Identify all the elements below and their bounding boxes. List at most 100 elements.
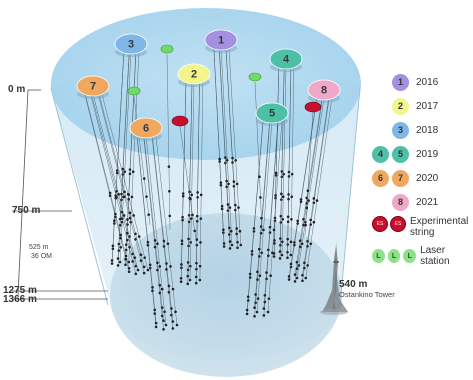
optical-module [153, 239, 157, 242]
optical-module [199, 193, 203, 197]
experimental-string-marker [304, 101, 322, 113]
optical-module [124, 243, 128, 246]
optical-module [297, 264, 301, 267]
optical-module [181, 215, 184, 219]
optical-module [289, 240, 293, 244]
optical-module [304, 223, 307, 227]
optical-module [114, 212, 117, 216]
string-anchor [286, 256, 289, 260]
string-anchor [239, 243, 243, 247]
string-anchor [136, 268, 140, 272]
optical-module [266, 254, 270, 257]
optical-module [119, 233, 122, 237]
laser-station-marker [160, 44, 174, 54]
optical-module [218, 157, 221, 161]
optical-module [279, 214, 283, 218]
legend-laser-dot-3: L [403, 249, 417, 263]
optical-module [265, 277, 268, 281]
cluster-1-marker: 1 [204, 29, 238, 53]
string-anchor [255, 310, 259, 314]
optical-module [123, 170, 127, 173]
optical-module [180, 239, 184, 243]
optical-module [125, 238, 129, 242]
optical-module [250, 249, 254, 253]
string-anchor [222, 245, 226, 248]
optical-module [295, 260, 299, 264]
cluster-3-marker: 3 [114, 33, 148, 57]
optical-module [148, 263, 152, 267]
string-anchor [127, 266, 131, 270]
optical-module [272, 228, 276, 232]
optical-module [282, 172, 286, 176]
optical-module [142, 177, 146, 180]
optical-module [187, 214, 191, 217]
string-anchor [253, 306, 256, 310]
legend-year-2021: 2021 [416, 196, 439, 208]
optical-module [289, 262, 293, 266]
legend-row-experimental: ES ES Experimental string [372, 216, 468, 244]
string-anchor [110, 259, 114, 262]
string-anchor [175, 323, 179, 327]
string-cluster-8 [302, 96, 330, 276]
legend-dot-1: 1 [392, 73, 409, 91]
optical-module [225, 185, 228, 189]
optical-module [121, 167, 125, 171]
cluster-8-marker: 8 [307, 79, 341, 103]
optical-module [263, 294, 267, 297]
optical-module [235, 232, 238, 236]
string-anchor [262, 314, 266, 317]
string-anchor [287, 278, 291, 281]
legend-dot-2: 2 [392, 97, 409, 115]
string-anchor [186, 274, 190, 278]
string-cluster-5 [246, 120, 264, 311]
string-cluster-7 [101, 93, 149, 271]
legend-experimental-label-1: Experimental [410, 216, 469, 227]
cluster-8-number: 8 [321, 85, 327, 97]
string-anchor [228, 247, 232, 250]
depth-ruler [12, 89, 108, 300]
string-cluster-8 [305, 97, 333, 279]
optical-module [252, 230, 256, 233]
string-cluster-6 [143, 138, 164, 330]
optical-module [124, 248, 128, 252]
optical-module [153, 308, 157, 312]
legend-row-2018: 3 2018 [372, 120, 438, 140]
string-cluster-6 [136, 135, 157, 324]
optical-module [224, 156, 227, 159]
optical-module [296, 219, 299, 223]
string-cluster-5 [254, 123, 271, 317]
optical-module [117, 193, 120, 196]
optical-module [260, 251, 263, 255]
optical-module [117, 242, 121, 246]
optical-module [262, 228, 265, 232]
laser-station-cable [133, 95, 151, 226]
optical-module [160, 306, 164, 309]
optical-module [122, 214, 126, 217]
optical-module [168, 189, 171, 193]
string-cluster-7 [90, 95, 137, 274]
optical-module [222, 228, 225, 232]
string-cluster-4 [273, 66, 280, 254]
optical-module [286, 215, 290, 219]
string-anchor [134, 264, 138, 268]
optical-module [315, 199, 319, 202]
optical-module [128, 235, 131, 238]
optical-module [227, 226, 231, 230]
string-anchor [236, 240, 239, 244]
depth-1275-label: 1275 m [3, 285, 37, 296]
optical-module [143, 256, 146, 259]
string-anchor [198, 278, 202, 282]
laser-station-cable [166, 53, 171, 231]
string-cluster-6 [145, 135, 167, 326]
optical-module [304, 220, 307, 224]
optical-module [266, 248, 270, 252]
optical-module [132, 214, 135, 217]
optical-module [246, 299, 250, 302]
string-cluster-8 [294, 96, 323, 275]
string-cluster-1 [228, 47, 242, 246]
string-anchor [124, 263, 127, 267]
optical-module [227, 182, 230, 186]
cluster-4-number: 4 [283, 54, 290, 66]
string-cluster-1 [220, 47, 233, 246]
